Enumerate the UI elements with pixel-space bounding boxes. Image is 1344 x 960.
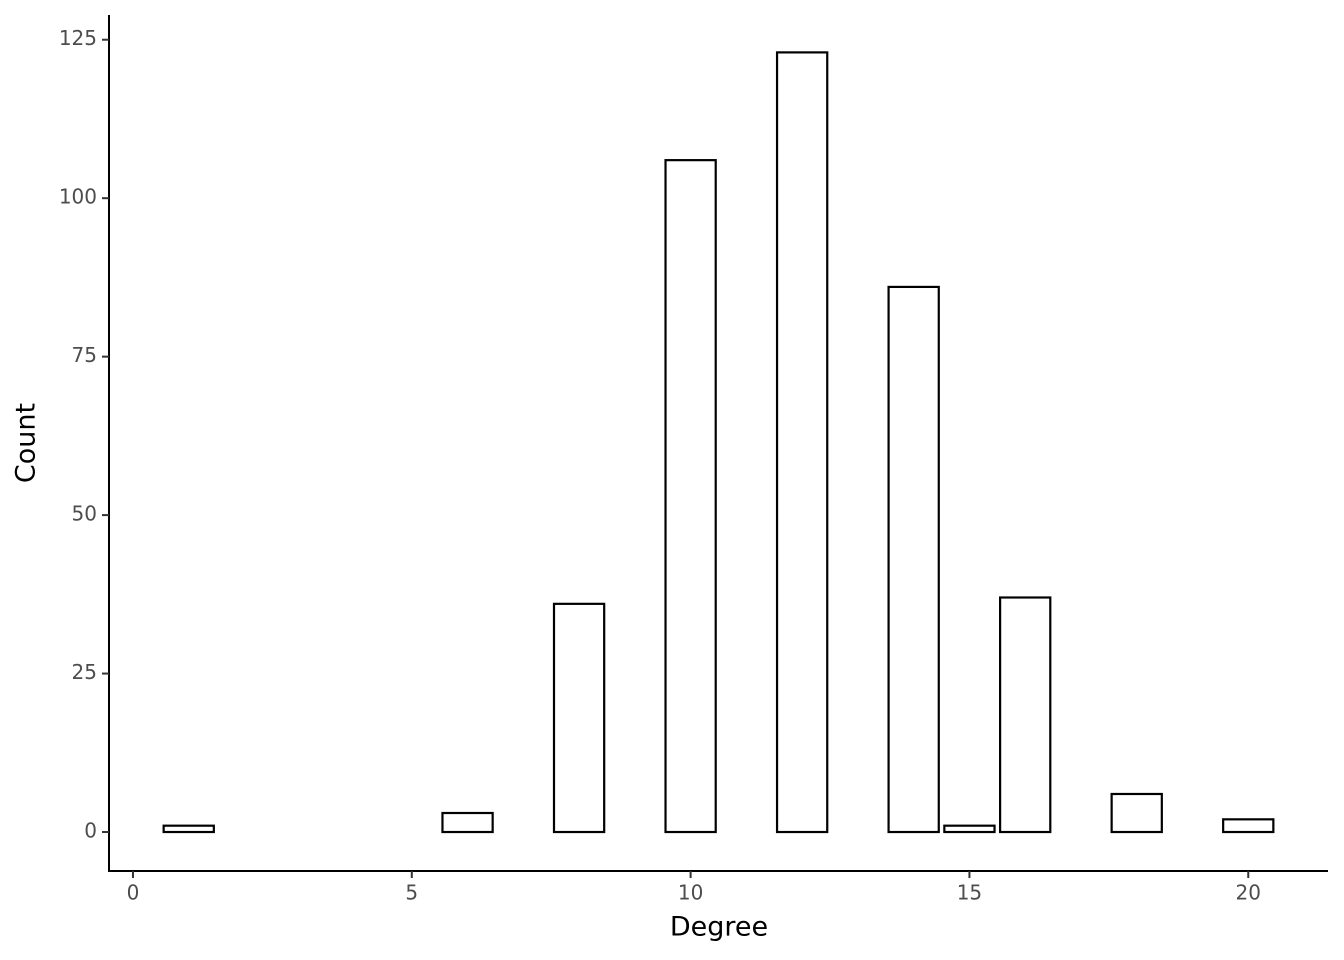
x-tick-label: 20 (1236, 881, 1261, 905)
y-axis-title: Count (11, 403, 42, 483)
y-tick-label: 100 (59, 185, 97, 209)
y-tick-label: 75 (72, 343, 97, 367)
bar (441, 811, 494, 834)
x-tick-label: 15 (957, 881, 982, 905)
bar (664, 159, 717, 834)
bar (1110, 792, 1163, 834)
bar (162, 824, 215, 834)
x-tick-label: 0 (127, 881, 140, 905)
bar (887, 285, 940, 834)
bar (775, 51, 829, 834)
bar (1222, 818, 1275, 834)
y-tick-label: 0 (84, 819, 97, 843)
x-axis-title: Degree (670, 912, 768, 943)
bar (552, 602, 606, 834)
bar (999, 596, 1052, 834)
x-tick-label: 10 (678, 881, 703, 905)
y-tick-label: 50 (72, 502, 97, 526)
x-tick-label: 5 (405, 881, 418, 905)
y-tick-label: 125 (59, 26, 97, 50)
y-tick-label: 25 (72, 660, 97, 684)
bar (943, 824, 996, 834)
